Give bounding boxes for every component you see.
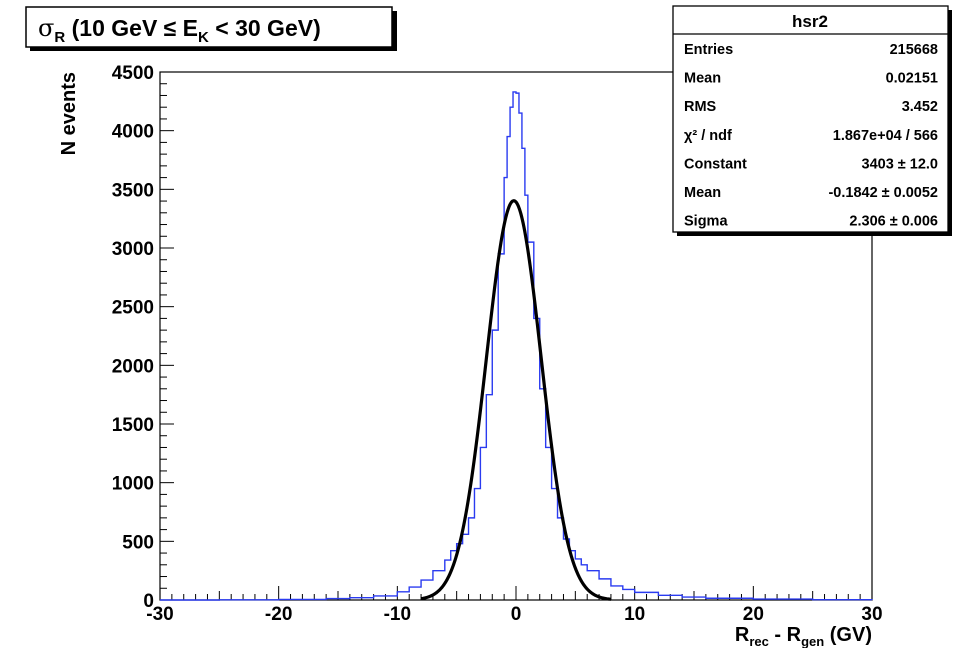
y-tick-label: 500 bbox=[122, 532, 154, 553]
stats-row-value: 2.306 ± 0.006 bbox=[849, 214, 938, 230]
y-tick-label: 3500 bbox=[112, 180, 154, 201]
title-box: σR (10 GeV ≤ EK < 30 GeV) bbox=[25, 6, 397, 51]
stats-row-value: 3403 ± 12.0 bbox=[862, 156, 939, 172]
y-tick-label: 0 bbox=[143, 591, 154, 612]
y-tick-label: 1500 bbox=[112, 415, 154, 436]
x-tick-label: -10 bbox=[384, 604, 411, 625]
axes: -30 -20 -10 0 10 20 30 0 500 1000 1500 2000 2500 3000… bbox=[112, 63, 883, 625]
stats-row-value: -0.1842 ± 0.0052 bbox=[828, 185, 938, 201]
x-tick-label: 20 bbox=[743, 604, 764, 625]
plot-area bbox=[160, 91, 873, 601]
stats-rows: Entries 215668 Mean 0.02151 RMS 3.452 χ² / ndf… bbox=[684, 42, 938, 230]
x-tick-label: 10 bbox=[624, 604, 645, 625]
chart-title: σR (10 GeV ≤ EK < 30 GeV) bbox=[38, 14, 321, 46]
stats-row-label: Mean bbox=[684, 71, 721, 87]
stats-row-value: 3.452 bbox=[902, 99, 938, 115]
histogram-line bbox=[160, 91, 873, 601]
y-tick-label: 1000 bbox=[112, 474, 154, 495]
y-tick-label: 2500 bbox=[112, 298, 154, 319]
stats-row-label: Entries bbox=[684, 42, 733, 58]
stats-row-label: RMS bbox=[684, 99, 717, 115]
stats-row-label: Mean bbox=[684, 185, 721, 201]
stats-row-label: Constant bbox=[684, 156, 747, 172]
y-tick-label: 4500 bbox=[112, 63, 154, 84]
y-tick-label: 2000 bbox=[112, 356, 154, 377]
stats-title: hsr2 bbox=[792, 12, 828, 31]
y-axis-label: N events bbox=[58, 72, 80, 155]
gaussian-fit-line bbox=[420, 199, 612, 601]
x-tick-label: -20 bbox=[265, 604, 292, 625]
x-tick-label: -30 bbox=[146, 604, 173, 625]
stats-row-value: 0.02151 bbox=[886, 71, 938, 87]
stats-row-value: 1.867e+04 / 566 bbox=[833, 128, 938, 144]
y-tick-label: 3000 bbox=[112, 239, 154, 260]
y-tick-label: 4000 bbox=[112, 122, 154, 143]
stats-box: hsr2 Entries 215668 Mean 0.02151 RMS 3.452 χ² … bbox=[672, 5, 952, 236]
stats-row-label: χ² / ndf bbox=[684, 128, 732, 144]
x-axis-label: Rrec - Rgen (GV) bbox=[735, 624, 872, 648]
stats-row-label: Sigma bbox=[684, 214, 728, 230]
stats-row-value: 215668 bbox=[890, 42, 938, 58]
x-tick-label: 30 bbox=[861, 604, 882, 625]
x-tick-label: 0 bbox=[511, 604, 522, 625]
